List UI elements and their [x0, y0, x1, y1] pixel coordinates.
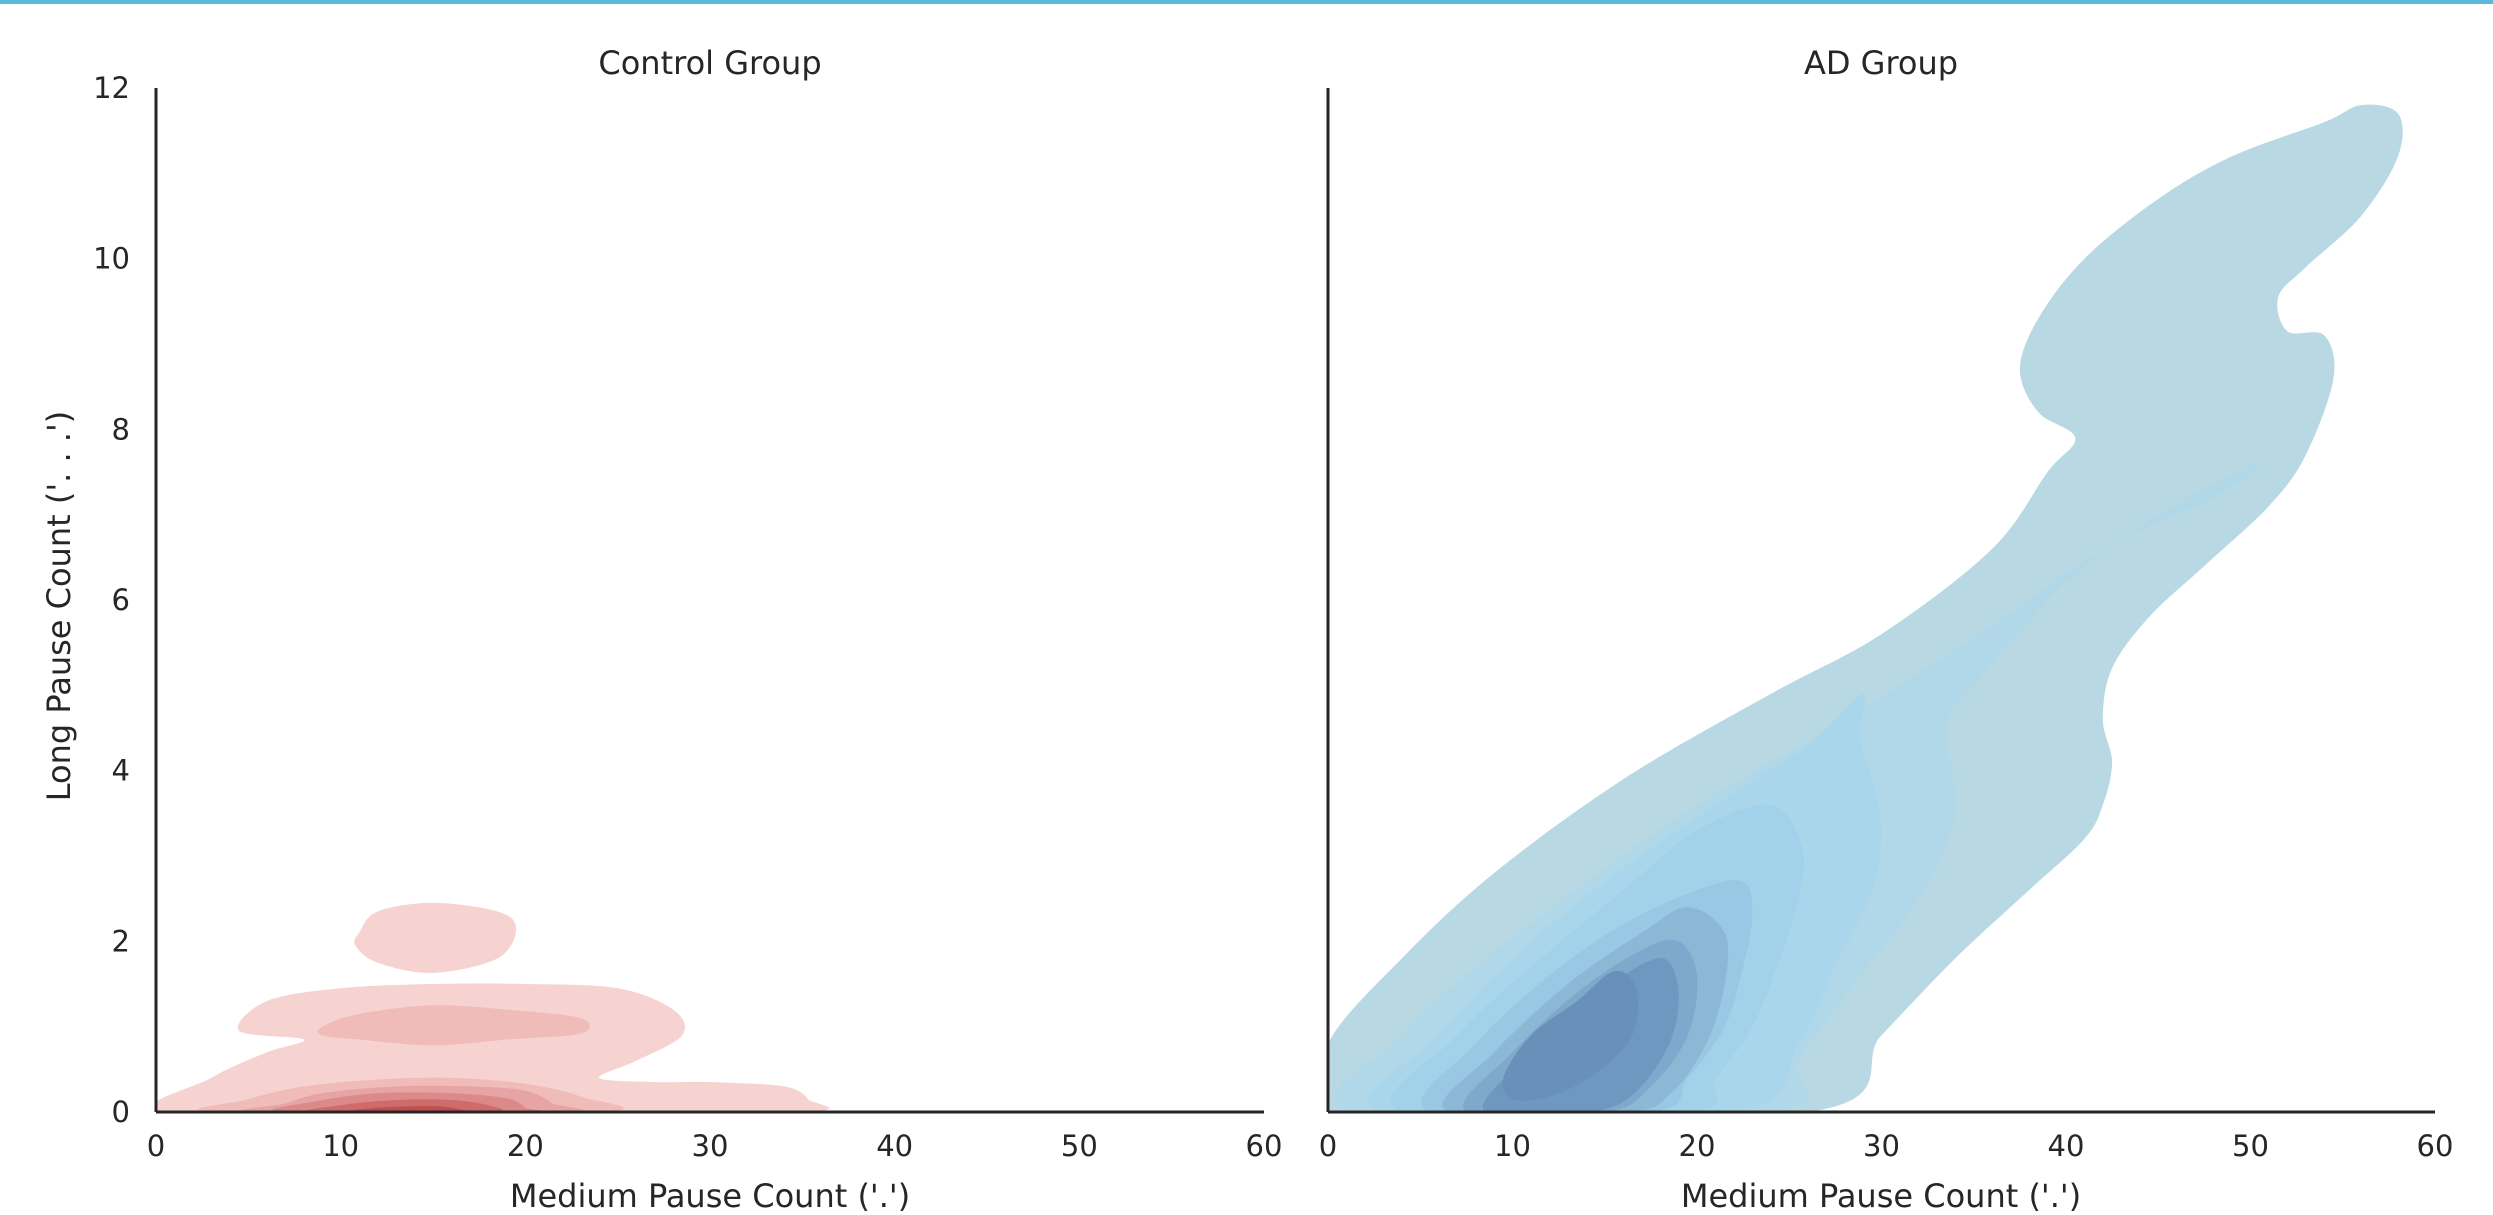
control-y-tick-0: 0 [112, 1095, 130, 1129]
ad-x-ticks: 0 10 20 30 40 50 60 [1319, 1129, 2454, 1163]
control-y-ticks: 0 2 4 6 8 10 12 [93, 71, 130, 1129]
ad-x-axis-label: Medium Pause Count ('.') [1681, 1177, 2081, 1215]
control-x-axis-label: Medium Pause Count ('.') [510, 1177, 910, 1215]
control-contour-level-6-region-1 [346, 1105, 471, 1112]
control-y-tick-10: 10 [93, 242, 130, 276]
control-contour-level-2-region-1 [317, 1005, 590, 1046]
ad-contour-level-1-region-1 [1328, 104, 2403, 1112]
control-x-tick-50: 50 [1061, 1129, 1098, 1163]
control-y-tick-12: 12 [93, 71, 130, 105]
ad-x-tick-50: 50 [2232, 1129, 2269, 1163]
top-accent-bar [0, 0, 2493, 4]
control-x-tick-20: 20 [507, 1129, 544, 1163]
ad-density-contours [1328, 104, 2403, 1112]
ad-contour-level-9-region-1 [1502, 970, 1639, 1101]
control-contour-level-1-region-1 [156, 983, 830, 1112]
control-y-tick-4: 4 [112, 754, 130, 788]
control-y-tick-8: 8 [112, 412, 130, 446]
control-density-contours [156, 902, 830, 1112]
control-contour-level-1-region-2 [354, 902, 517, 973]
control-panel-title: Control Group [598, 44, 821, 82]
ad-panel-title: AD Group [1804, 44, 1958, 82]
control-x-tick-30: 30 [692, 1129, 729, 1163]
ad-x-tick-40: 40 [2048, 1129, 2085, 1163]
ad-group-panel: 0 10 20 30 40 50 60 AD Group Medium Pause Coun… [1319, 44, 2454, 1215]
control-x-tick-40: 40 [876, 1129, 913, 1163]
control-x-tick-10: 10 [322, 1129, 359, 1163]
control-y-tick-6: 6 [112, 583, 130, 617]
control-y-tick-2: 2 [112, 924, 130, 958]
control-x-ticks: 0 10 20 30 40 50 60 [147, 1129, 1283, 1163]
ad-x-tick-10: 10 [1494, 1129, 1531, 1163]
ad-x-tick-60: 60 [2417, 1129, 2454, 1163]
y-axis-label: Long Pause Count ('. . .') [40, 411, 78, 802]
control-x-tick-0: 0 [147, 1129, 165, 1163]
ad-x-tick-20: 20 [1679, 1129, 1716, 1163]
ad-x-tick-30: 30 [1863, 1129, 1900, 1163]
ad-x-tick-0: 0 [1319, 1129, 1337, 1163]
control-x-tick-60: 60 [1246, 1129, 1283, 1163]
control-group-panel: 0 10 20 30 40 50 60 0 2 4 6 8 10 12 Control Group Me… [93, 44, 1282, 1215]
